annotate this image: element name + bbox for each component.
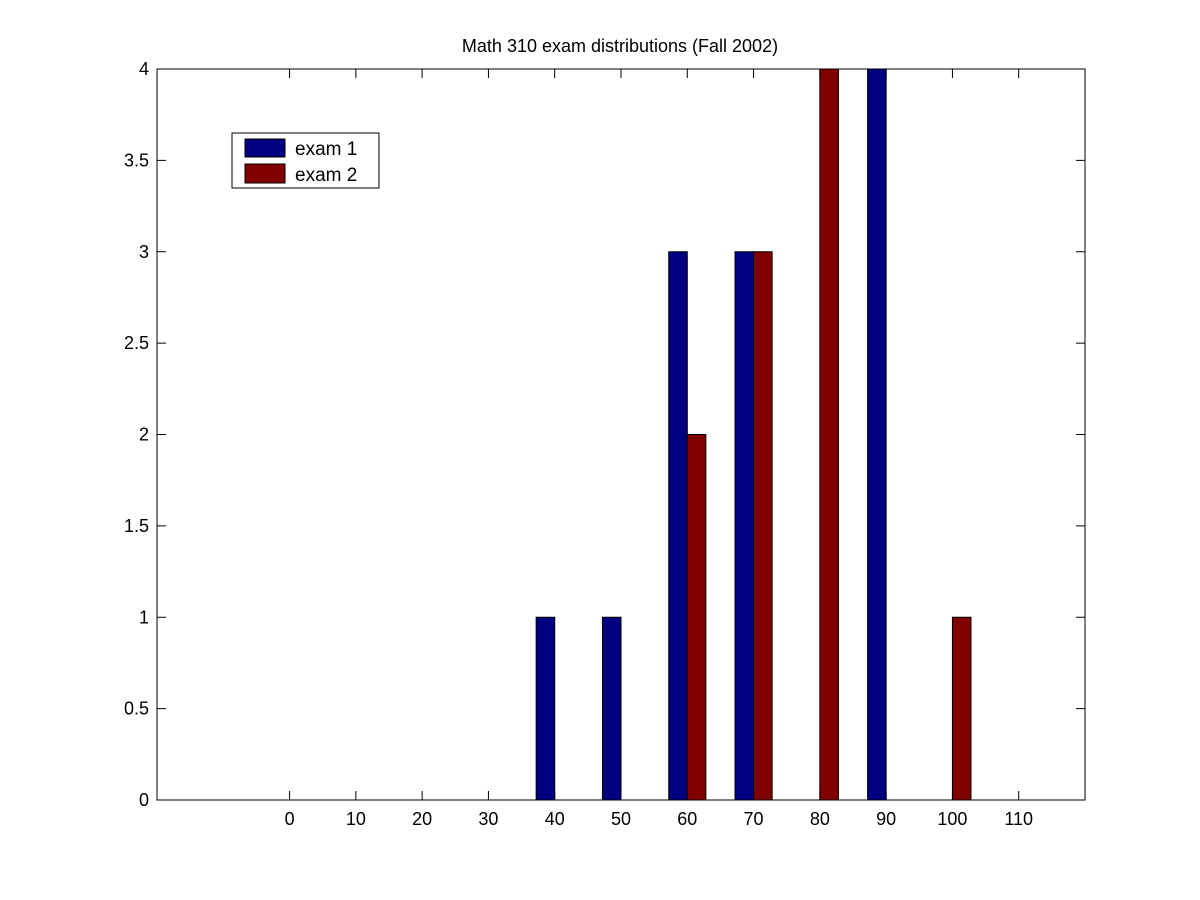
y-tick-label: 1.5 [124, 516, 149, 536]
bar-series-0-point-3 [734, 251, 755, 801]
x-tick-label: 20 [412, 809, 432, 829]
bar-series-0-point-0 [535, 616, 556, 801]
x-tick-label: 30 [478, 809, 498, 829]
x-tick-label: 110 [1004, 809, 1033, 829]
legend-swatch-exam-1 [244, 138, 286, 158]
bars-layer [535, 68, 972, 801]
bar-series-1-point-3 [951, 616, 972, 801]
legend-swatch-exam-2 [244, 163, 286, 184]
y-tick-label: 1 [139, 607, 149, 627]
y-tick-label: 3 [139, 242, 149, 262]
x-tick-label: 40 [545, 809, 565, 829]
legend-label-exam-1: exam 1 [295, 139, 357, 160]
x-tick-label: 90 [876, 809, 896, 829]
x-tick-label: 80 [810, 809, 830, 829]
bar-series-1-point-2 [819, 68, 839, 801]
bar-series-0-point-2 [668, 251, 688, 801]
y-tick-label: 0 [139, 790, 149, 810]
y-tick-label: 3.5 [124, 150, 149, 170]
x-tick-label: 50 [611, 809, 631, 829]
y-tick-label: 2 [139, 425, 149, 445]
y-tick-label: 4 [139, 59, 149, 79]
x-tick-label: 70 [744, 809, 764, 829]
x-tick-label: 10 [346, 809, 366, 829]
bar-series-1-point-0 [686, 434, 707, 801]
bar-series-1-point-1 [753, 251, 773, 801]
x-tick-label: 100 [937, 809, 967, 829]
y-tick-label: 0.5 [124, 699, 149, 719]
x-tick-labels: 0 10 20 30 40 50 60 70 80 90 100 110 [285, 809, 1034, 829]
y-tick-label: 2.5 [124, 333, 149, 353]
bar-series-0-point-1 [601, 616, 622, 801]
legend-label-exam-2: exam 2 [295, 165, 357, 186]
x-tick-label: 60 [677, 809, 697, 829]
chart-title: Math 310 exam distributions (Fall 2002) [462, 36, 778, 56]
legend: exam 1 exam 2 [231, 132, 380, 189]
y-tick-labels: 0 0.5 1 1.5 2 2.5 3 3.5 4 [124, 59, 149, 810]
bar-series-0-point-4 [867, 68, 887, 801]
axis-ticks [157, 68, 1085, 801]
x-tick-label: 0 [285, 809, 295, 829]
